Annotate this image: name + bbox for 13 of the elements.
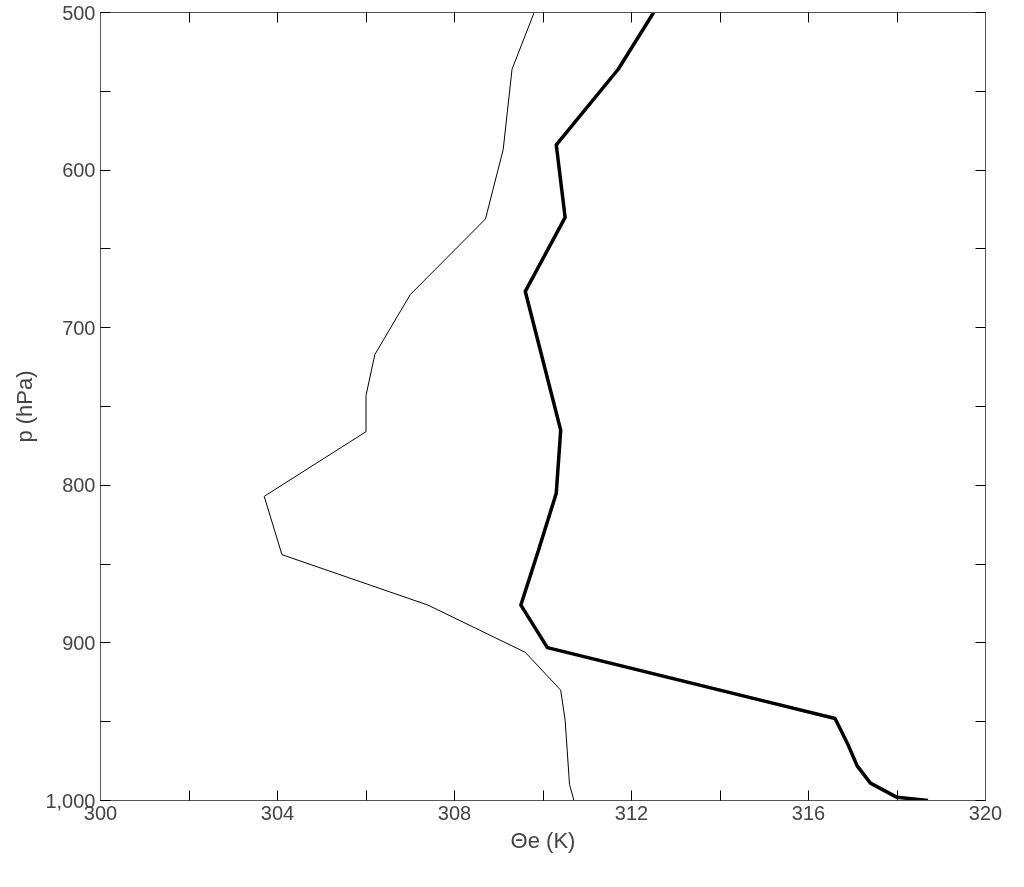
y-tick-label: 500 bbox=[62, 1, 96, 24]
x-tick-label: 308 bbox=[437, 801, 472, 824]
y-tick-label: 800 bbox=[62, 474, 96, 497]
y-tick-label: 700 bbox=[62, 316, 96, 339]
y-tick-label: 900 bbox=[62, 631, 96, 654]
line-series bbox=[263, 12, 575, 801]
x-tick-label: 316 bbox=[791, 801, 826, 824]
x-axis-title: Θe (K) bbox=[510, 827, 576, 853]
x-tick-label: 304 bbox=[260, 801, 295, 824]
x-tick-label: 320 bbox=[968, 801, 1003, 824]
x-tick-label: 312 bbox=[614, 801, 649, 824]
y-tick-label: 600 bbox=[62, 159, 96, 182]
y-axis-title: p (hPa) bbox=[12, 370, 38, 443]
